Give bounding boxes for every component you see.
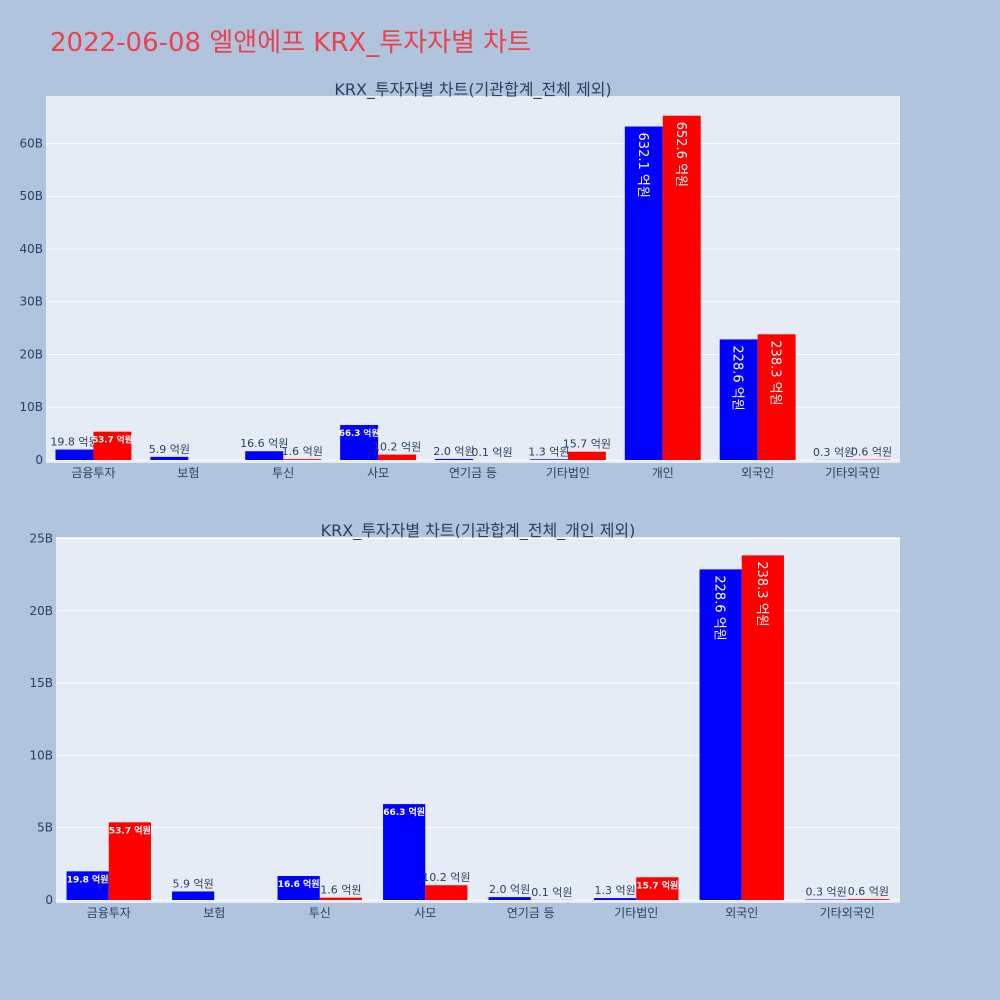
bar-blue	[719, 339, 758, 460]
data-label: 228.6 억원	[712, 575, 727, 640]
bar-red	[378, 454, 417, 460]
data-label: 632.1 억원	[635, 133, 650, 198]
x-tick-label: 사모	[414, 906, 436, 920]
x-tick-label: 외국인	[741, 466, 774, 480]
x-tick-label: 연기금 등	[507, 906, 555, 920]
bar-blue	[699, 569, 742, 900]
chart-title: KRX_투자자별 차트(기관합계_전체_개인 제외)	[321, 521, 636, 541]
data-label: 2.0 억원	[489, 883, 530, 896]
y-tick-label: 25B	[29, 531, 53, 545]
bar-blue	[150, 456, 189, 460]
bar-red	[93, 431, 132, 460]
x-tick-label: 외국인	[725, 906, 758, 920]
x-tick-label: 투신	[272, 466, 294, 480]
bar-red	[847, 899, 890, 900]
bar-blue	[55, 449, 94, 460]
bar-red	[636, 877, 679, 900]
data-label: 5.9 억원	[149, 443, 190, 456]
data-label: 238.3 억원	[754, 561, 769, 626]
x-tick-label: 기타외국인	[820, 906, 875, 920]
y-tick-label: 0	[45, 893, 53, 907]
bar-red	[319, 897, 362, 900]
x-tick-label: 개인	[652, 466, 674, 480]
chart-title: KRX_투자자별 차트(기관합계_전체 제외)	[334, 80, 611, 100]
data-label: 0.3 억원	[813, 446, 854, 459]
bar-blue	[245, 451, 284, 460]
data-label: 53.7 억원	[92, 434, 132, 446]
x-tick-label: 금융투자	[87, 906, 131, 920]
x-tick-label: 연기금 등	[449, 466, 497, 480]
data-label: 19.8 억원	[50, 436, 98, 449]
chart-2: KRX_투자자별 차트(기관합계_전체_개인 제외) 0 5B 10B 15B 20B 25…	[29, 521, 900, 920]
x-tick-label: 기타법인	[614, 906, 658, 920]
bar-blue	[340, 425, 379, 460]
x-tick-label: 보험	[177, 466, 199, 480]
bar-red	[662, 115, 701, 460]
y-tick-label: 10B	[29, 748, 53, 762]
data-label: 10.2 억원	[422, 871, 470, 884]
x-tick-label: 보험	[203, 906, 225, 920]
y-tick-label: 10B	[19, 400, 43, 414]
data-label: 16.6 억원	[240, 437, 288, 450]
data-label: 1.6 억원	[320, 884, 361, 897]
bar-red	[567, 451, 606, 460]
data-label: 0.1 억원	[471, 446, 512, 459]
bar-blue	[383, 804, 426, 900]
bar-red	[283, 459, 322, 460]
y-tick-label: 30B	[19, 295, 43, 309]
data-label: 652.6 억원	[673, 122, 688, 187]
x-tick-label: 금융투자	[71, 466, 115, 480]
data-label: 19.8 억원	[67, 873, 109, 885]
bar-red	[425, 885, 468, 900]
y-tick-label: 5B	[37, 821, 53, 835]
data-label: 0.1 억원	[531, 886, 572, 899]
y-tick-label: 20B	[19, 347, 43, 361]
bar-blue	[529, 459, 568, 460]
y-tick-label: 50B	[19, 189, 43, 203]
data-label: 66.3 억원	[339, 427, 379, 439]
data-label: 2.0 억원	[433, 445, 474, 458]
bar-blue	[624, 126, 663, 461]
bar-red	[108, 822, 151, 900]
y-tick-label: 60B	[19, 136, 43, 150]
x-tick-label: 기타외국인	[825, 466, 880, 480]
data-label: 15.7 억원	[636, 879, 678, 891]
page-title: 2022-06-08 엘앤에프 KRX_투자자별 차트	[50, 28, 532, 58]
bar-blue	[488, 897, 531, 900]
y-tick-label: 40B	[19, 242, 43, 256]
data-label: 1.3 억원	[528, 445, 569, 458]
data-label: 10.2 억원	[373, 441, 421, 454]
y-tick-label: 20B	[29, 604, 53, 618]
data-label: 1.6 억원	[282, 445, 323, 458]
data-label: 0.6 억원	[848, 885, 889, 898]
data-label: 0.6 억원	[851, 446, 892, 459]
data-label: 16.6 억원	[278, 878, 320, 890]
bar-blue	[594, 898, 637, 900]
y-tick-label: 15B	[29, 676, 53, 690]
bar-blue	[435, 458, 473, 460]
data-label: 5.9 억원	[173, 877, 214, 890]
x-tick-label: 기타법인	[546, 466, 590, 480]
chart-1: KRX_투자자별 차트(기관합계_전체 제외) 0 10B 20B 30B 40B 50B 6…	[19, 80, 900, 480]
bar-blue	[277, 875, 320, 900]
bar-blue	[66, 871, 109, 900]
data-label: 66.3 억원	[383, 806, 425, 818]
y-tick-label: 0	[35, 453, 43, 467]
data-label: 238.3 억원	[768, 340, 783, 405]
bar-red	[741, 555, 784, 900]
bar-red	[757, 334, 796, 460]
data-label: 0.3 억원	[806, 886, 847, 899]
data-label: 1.3 억원	[595, 884, 636, 897]
x-tick-label: 투신	[309, 906, 331, 920]
data-label: 53.7 억원	[109, 824, 151, 836]
data-label: 15.7 억원	[563, 438, 611, 451]
bar-blue	[172, 891, 215, 900]
data-label: 228.6 억원	[730, 345, 745, 410]
x-tick-label: 사모	[367, 466, 389, 480]
